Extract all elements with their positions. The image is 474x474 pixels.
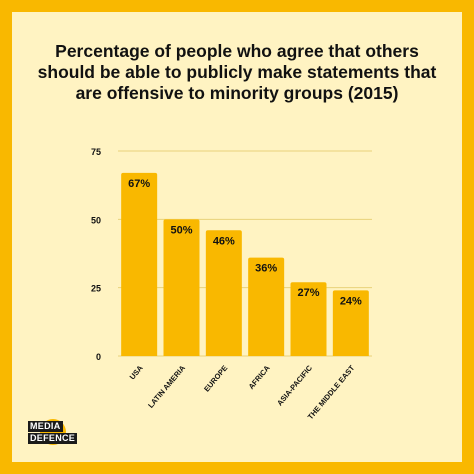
y-tick-label: 50 (91, 215, 101, 225)
category-label: THE MIDDLE EAST (306, 363, 357, 421)
category-label: USA (128, 363, 145, 381)
data-label: 27% (297, 287, 319, 299)
category-label: LATIN AMERIA (146, 363, 187, 410)
y-tick-label: 25 (91, 284, 101, 294)
category-label: ASIA-PACIFIC (275, 363, 314, 407)
bar-chart: 0 25 50 75 67% USA 50% LATIN AMERIA 46% EUROPE 36%… (91, 147, 372, 421)
chart-title: Percentage of people who agree that othe… (26, 41, 448, 104)
bar (332, 290, 369, 356)
y-tick-label: 75 (91, 147, 101, 157)
logo-text-line-2: DEFENCE (28, 433, 78, 444)
logo-text-line-1: MEDIA (28, 421, 63, 432)
data-label: 50% (170, 224, 192, 236)
data-label: 67% (128, 178, 150, 190)
y-tick-label: 0 (96, 352, 101, 362)
data-label: 36% (255, 263, 277, 275)
bar (205, 230, 242, 356)
bar (163, 219, 200, 356)
category-label: AFRICA (247, 363, 272, 391)
data-label: 46% (213, 235, 235, 247)
bar (248, 257, 285, 356)
chart-title-line-1: Percentage of people who agree that othe… (55, 41, 419, 61)
chart-title-line-3: are offensive to minority groups (2015) (75, 83, 399, 103)
data-label: 24% (340, 295, 362, 307)
category-label: EUROPE (202, 364, 229, 394)
media-defence-logo: MEDIA DEFENCE (28, 415, 88, 451)
bar (121, 172, 158, 356)
bar (290, 282, 327, 356)
chart-title-line-2: should be able to publicly make statemen… (37, 62, 437, 82)
